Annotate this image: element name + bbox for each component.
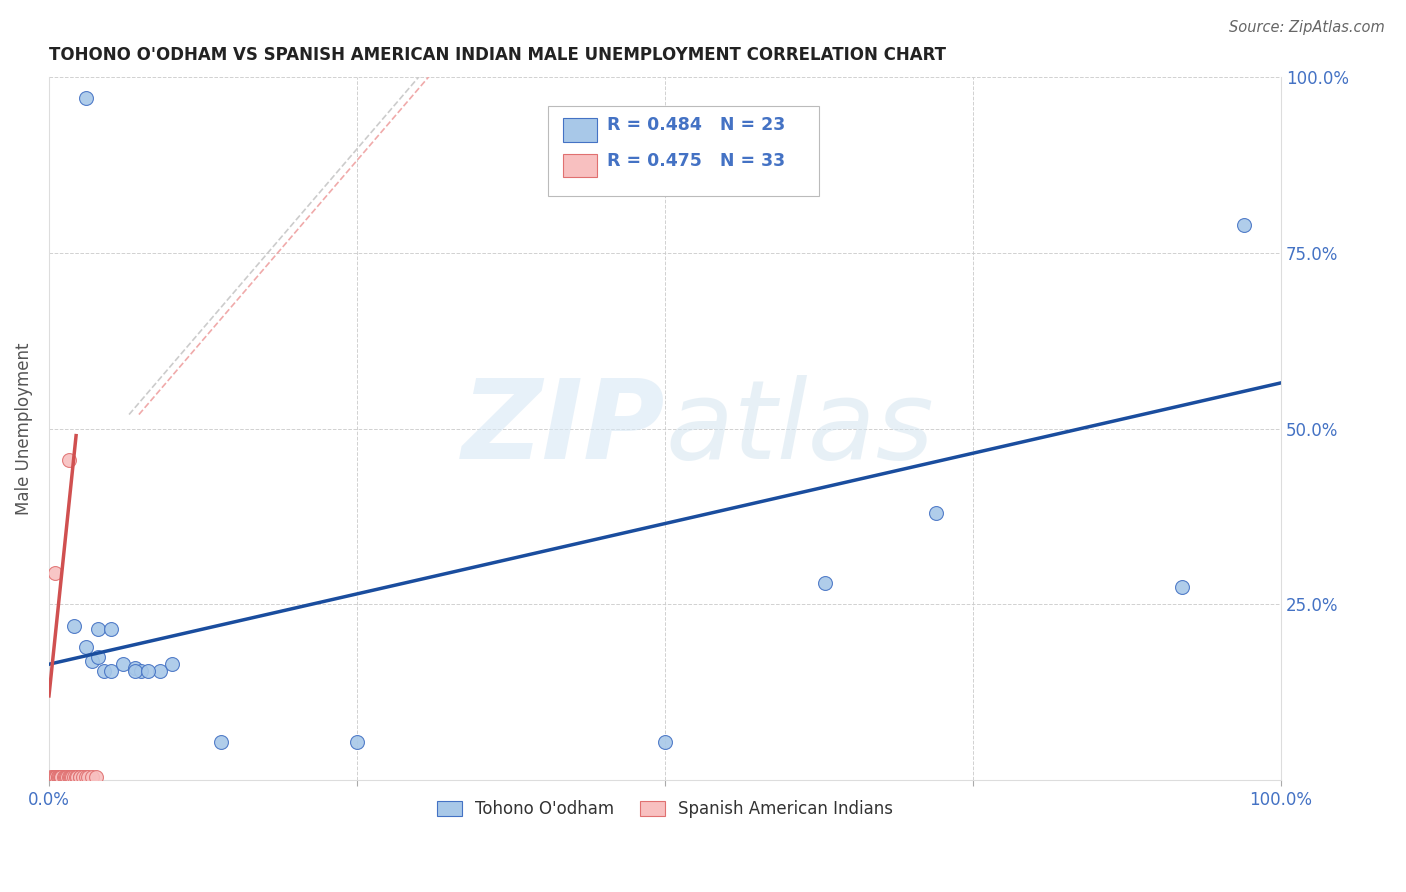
Point xyxy=(56,770,79,784)
Point xyxy=(46,770,69,784)
Point xyxy=(211,734,233,748)
Point xyxy=(814,576,837,591)
Point xyxy=(87,650,110,665)
Text: TOHONO O'ODHAM VS SPANISH AMERICAN INDIAN MALE UNEMPLOYMENT CORRELATION CHART: TOHONO O'ODHAM VS SPANISH AMERICAN INDIA… xyxy=(49,46,946,64)
Point xyxy=(55,770,77,784)
Point xyxy=(84,770,107,784)
FancyBboxPatch shape xyxy=(548,106,818,196)
Point xyxy=(136,665,159,679)
Point xyxy=(41,770,63,784)
Point xyxy=(41,770,63,784)
Y-axis label: Male Unemployment: Male Unemployment xyxy=(15,343,32,515)
Point xyxy=(87,622,110,636)
Point xyxy=(100,665,122,679)
Point xyxy=(62,770,84,784)
Point xyxy=(346,734,368,748)
Point xyxy=(149,665,172,679)
Point xyxy=(44,770,66,784)
Point xyxy=(69,770,91,784)
Point xyxy=(131,665,153,679)
Point xyxy=(45,770,67,784)
Point xyxy=(111,657,134,672)
FancyBboxPatch shape xyxy=(562,153,598,178)
Text: atlas: atlas xyxy=(665,376,934,482)
Point xyxy=(52,770,75,784)
Text: ZIP: ZIP xyxy=(461,376,665,482)
Point xyxy=(44,566,66,580)
Point xyxy=(51,770,73,784)
Point xyxy=(654,734,676,748)
Point xyxy=(53,770,76,784)
Point xyxy=(58,453,80,467)
Point xyxy=(72,770,94,784)
Point xyxy=(1233,218,1256,232)
Point xyxy=(48,770,70,784)
Text: R = 0.484   N = 23: R = 0.484 N = 23 xyxy=(607,117,786,135)
Point xyxy=(49,770,72,784)
Point xyxy=(80,654,103,668)
Point xyxy=(59,770,82,784)
Point xyxy=(100,622,122,636)
Point xyxy=(51,770,73,784)
Point xyxy=(75,770,97,784)
Point xyxy=(65,770,87,784)
Point xyxy=(62,618,84,632)
Point xyxy=(58,770,80,784)
Point xyxy=(124,665,146,679)
Point xyxy=(51,770,73,784)
Point xyxy=(75,91,97,105)
Point xyxy=(160,657,183,672)
Text: Source: ZipAtlas.com: Source: ZipAtlas.com xyxy=(1229,20,1385,35)
Legend: Tohono O'odham, Spanish American Indians: Tohono O'odham, Spanish American Indians xyxy=(430,793,900,825)
Point xyxy=(93,665,115,679)
Point xyxy=(45,770,67,784)
Point xyxy=(60,770,83,784)
Point xyxy=(1171,580,1194,594)
Point xyxy=(80,770,103,784)
Point xyxy=(77,770,100,784)
Point xyxy=(69,770,91,784)
Text: R = 0.475   N = 33: R = 0.475 N = 33 xyxy=(607,152,785,169)
Point xyxy=(46,770,69,784)
Point xyxy=(925,506,948,520)
Point xyxy=(60,770,83,784)
Point xyxy=(42,770,65,784)
Point xyxy=(75,640,97,654)
Point xyxy=(66,770,89,784)
FancyBboxPatch shape xyxy=(562,119,598,143)
Point xyxy=(124,661,146,675)
